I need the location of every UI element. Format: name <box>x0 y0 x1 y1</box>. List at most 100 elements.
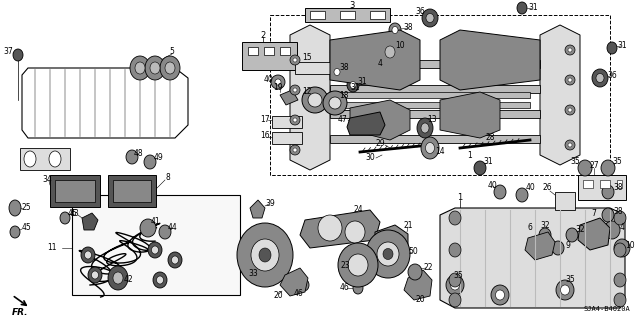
Ellipse shape <box>565 45 575 55</box>
Bar <box>330 60 540 68</box>
Text: 38: 38 <box>403 24 413 33</box>
Text: 32: 32 <box>540 221 550 231</box>
Polygon shape <box>82 213 98 230</box>
Ellipse shape <box>578 160 592 176</box>
Ellipse shape <box>601 160 615 176</box>
Text: FR.: FR. <box>12 308 28 317</box>
Text: 31: 31 <box>483 158 493 167</box>
Ellipse shape <box>614 239 630 257</box>
Text: 33: 33 <box>248 269 258 278</box>
Ellipse shape <box>422 9 438 27</box>
Text: 36: 36 <box>607 70 617 79</box>
Ellipse shape <box>446 275 464 295</box>
Ellipse shape <box>60 212 70 224</box>
Ellipse shape <box>426 13 434 23</box>
Text: 31: 31 <box>357 77 367 85</box>
Ellipse shape <box>145 56 165 80</box>
Text: 42: 42 <box>123 276 133 285</box>
Text: 19: 19 <box>273 83 283 92</box>
Bar <box>370 11 385 19</box>
Ellipse shape <box>449 273 461 287</box>
Ellipse shape <box>614 273 626 287</box>
Bar <box>272 132 302 144</box>
Ellipse shape <box>338 243 378 287</box>
Ellipse shape <box>347 78 359 92</box>
Text: 35: 35 <box>612 158 622 167</box>
Ellipse shape <box>113 272 123 284</box>
Text: 38: 38 <box>613 183 623 192</box>
Text: 20: 20 <box>273 291 283 300</box>
Polygon shape <box>347 112 385 135</box>
Ellipse shape <box>421 137 439 159</box>
Text: 44: 44 <box>167 222 177 232</box>
Bar <box>583 180 593 188</box>
Ellipse shape <box>449 243 461 257</box>
Bar <box>108 175 156 207</box>
Ellipse shape <box>350 81 356 88</box>
Ellipse shape <box>308 93 322 107</box>
Bar <box>272 116 302 128</box>
Ellipse shape <box>331 65 343 79</box>
Ellipse shape <box>290 145 300 155</box>
Ellipse shape <box>565 140 575 150</box>
Text: 13: 13 <box>427 115 437 124</box>
Ellipse shape <box>9 200 21 216</box>
Ellipse shape <box>380 40 400 64</box>
Ellipse shape <box>251 239 279 271</box>
Ellipse shape <box>318 215 342 241</box>
Ellipse shape <box>474 161 486 175</box>
Ellipse shape <box>290 115 300 125</box>
Bar <box>72 195 240 295</box>
Ellipse shape <box>568 143 572 147</box>
Ellipse shape <box>293 148 297 152</box>
Ellipse shape <box>451 280 460 290</box>
Ellipse shape <box>602 208 614 222</box>
Ellipse shape <box>539 228 551 242</box>
Text: 48: 48 <box>133 149 143 158</box>
Ellipse shape <box>565 105 575 115</box>
Text: 46: 46 <box>293 288 303 298</box>
Text: 7: 7 <box>591 209 596 218</box>
Ellipse shape <box>389 23 401 37</box>
Text: 25: 25 <box>21 204 31 212</box>
Text: 14: 14 <box>435 147 445 157</box>
Ellipse shape <box>614 211 626 225</box>
Ellipse shape <box>602 185 614 199</box>
Text: 3: 3 <box>349 1 355 10</box>
Text: 22: 22 <box>423 263 433 271</box>
Ellipse shape <box>449 211 461 225</box>
Text: 45: 45 <box>67 209 77 218</box>
Ellipse shape <box>517 2 527 14</box>
Text: 31: 31 <box>528 4 538 12</box>
Ellipse shape <box>168 252 182 268</box>
Ellipse shape <box>92 271 99 279</box>
Polygon shape <box>440 208 625 308</box>
Bar <box>340 92 530 98</box>
Ellipse shape <box>24 151 36 167</box>
Text: 17: 17 <box>260 115 270 123</box>
Text: 31: 31 <box>350 84 360 93</box>
Bar <box>248 47 258 55</box>
Ellipse shape <box>449 293 461 307</box>
Text: 6: 6 <box>527 224 532 233</box>
Text: 39: 39 <box>265 198 275 207</box>
Ellipse shape <box>592 69 608 87</box>
Ellipse shape <box>568 78 572 82</box>
Ellipse shape <box>13 49 23 61</box>
Text: 10: 10 <box>395 41 405 49</box>
Text: 35: 35 <box>453 271 463 280</box>
Bar <box>617 180 622 188</box>
Polygon shape <box>22 68 188 138</box>
Ellipse shape <box>604 221 620 239</box>
Bar <box>295 62 330 74</box>
Text: 1: 1 <box>458 194 463 203</box>
Ellipse shape <box>417 118 433 138</box>
Bar <box>600 180 610 188</box>
Ellipse shape <box>88 267 102 283</box>
Ellipse shape <box>135 62 145 74</box>
Polygon shape <box>300 210 380 248</box>
Bar <box>340 11 355 19</box>
Ellipse shape <box>290 85 300 95</box>
Ellipse shape <box>353 282 363 294</box>
Text: 49: 49 <box>153 153 163 162</box>
